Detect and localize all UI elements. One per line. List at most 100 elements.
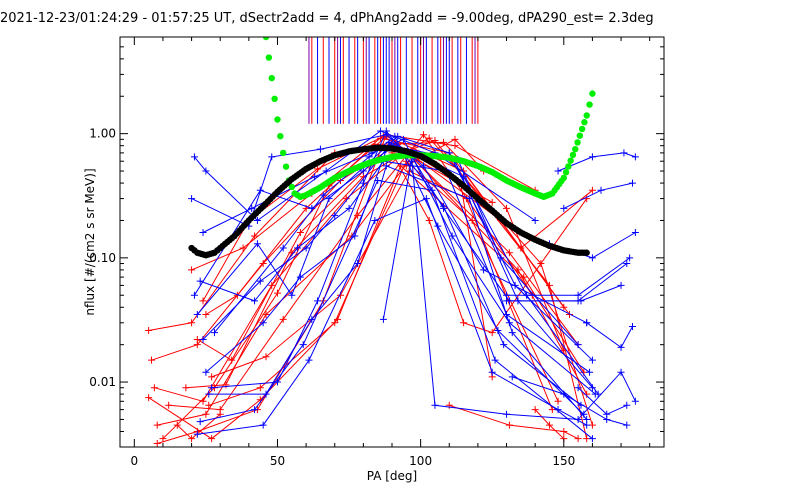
green-model-point: [274, 116, 281, 123]
green-model-point: [262, 37, 270, 41]
data-point-blue: [586, 368, 594, 376]
series-line-blue: [205, 141, 599, 395]
green-model-point: [282, 163, 290, 170]
series-line-blue: [202, 148, 593, 389]
data-point-blue: [188, 195, 196, 203]
data-point-blue: [620, 149, 628, 157]
data-point-red: [173, 421, 181, 429]
data-point-blue: [391, 132, 399, 140]
data-point-blue: [256, 277, 264, 285]
data-point-blue: [193, 310, 201, 318]
data-point-blue: [268, 153, 276, 161]
data-point-red: [503, 204, 511, 212]
green-model-point: [578, 125, 586, 133]
data-point-blue: [505, 319, 513, 327]
data-point-red: [554, 397, 562, 405]
data-point-blue: [623, 421, 631, 429]
data-point-blue: [617, 368, 625, 376]
data-point-red: [202, 410, 210, 418]
data-point-blue: [554, 167, 562, 175]
data-point-blue: [626, 254, 634, 262]
green-model-point: [562, 168, 570, 176]
data-point-blue: [591, 390, 599, 398]
series-line-blue: [200, 160, 590, 373]
plot-area: [145, 37, 639, 447]
data-point-red: [279, 315, 287, 323]
data-point-red: [331, 319, 339, 327]
data-point-blue: [508, 329, 516, 337]
data-point-red: [545, 281, 553, 289]
data-point-red: [182, 384, 190, 392]
data-point-red: [560, 427, 568, 435]
green-model-point: [589, 90, 596, 97]
data-point-blue: [531, 216, 539, 224]
green-model-point: [576, 132, 584, 139]
data-point-blue: [588, 435, 596, 443]
data-point-blue: [419, 162, 427, 170]
data-point-red: [202, 310, 210, 318]
x-tick-label: 100: [409, 454, 432, 468]
data-point-blue: [259, 421, 267, 429]
data-point-blue: [588, 356, 596, 364]
data-point-blue: [199, 229, 207, 236]
data-point-blue: [193, 430, 201, 438]
data-point-blue: [431, 401, 439, 409]
green-model-point: [572, 145, 579, 153]
data-point-red: [188, 266, 196, 274]
data-point-blue: [305, 356, 313, 364]
data-point-red: [460, 319, 468, 327]
data-point-blue: [623, 401, 631, 409]
green-model-point: [583, 112, 590, 119]
y-tick-label: 0.01: [89, 375, 116, 389]
y-tick-label: 1.00: [89, 127, 116, 141]
data-point-red: [165, 401, 173, 409]
data-point-red: [228, 356, 236, 364]
data-point-red: [159, 435, 167, 443]
data-point-blue: [374, 176, 382, 184]
data-point-blue: [434, 222, 442, 230]
data-point-blue: [190, 291, 198, 299]
x-axis-title: PA [deg]: [367, 469, 417, 483]
data-point-red: [445, 401, 453, 409]
x-tick-label: 0: [130, 454, 138, 468]
data-point-blue: [331, 211, 339, 219]
data-point-blue: [588, 153, 596, 161]
data-point-red: [153, 421, 161, 429]
data-point-red: [153, 440, 161, 447]
data-point-red: [259, 260, 267, 268]
series-line-blue: [208, 165, 588, 420]
data-point-blue: [460, 173, 468, 181]
data-point-blue: [208, 384, 216, 392]
data-point-blue: [196, 418, 204, 426]
data-point-red: [208, 435, 216, 443]
series-line-red: [168, 133, 533, 411]
chart-title: 2021-12-23/01:24:29 - 01:57:25 UT, dSect…: [0, 11, 654, 26]
data-point-blue: [408, 157, 416, 165]
data-point-red: [273, 289, 281, 297]
data-point-blue: [316, 145, 324, 153]
data-point-red: [419, 131, 427, 139]
data-point-blue: [190, 153, 198, 161]
green-model-point: [581, 119, 588, 126]
data-point-red: [588, 186, 596, 194]
data-point-blue: [210, 329, 218, 337]
data-point-red: [468, 216, 476, 224]
data-point-red: [145, 394, 153, 402]
y-axis-title: nflux [#/(cm2 s sr MeV)]: [83, 168, 97, 315]
data-point-blue: [583, 319, 591, 327]
data-point-blue: [314, 297, 322, 305]
data-point-blue: [202, 368, 210, 376]
data-point-red: [314, 165, 322, 173]
data-point-blue: [465, 195, 473, 203]
data-point-blue: [196, 277, 204, 285]
data-point-blue: [288, 291, 296, 299]
data-point-blue: [623, 260, 631, 268]
data-point-red: [425, 134, 433, 142]
data-point-blue: [302, 244, 310, 252]
green-model-point: [268, 74, 275, 82]
green-model-point: [574, 139, 581, 146]
data-point-blue: [480, 266, 488, 274]
data-point-blue: [371, 216, 379, 224]
